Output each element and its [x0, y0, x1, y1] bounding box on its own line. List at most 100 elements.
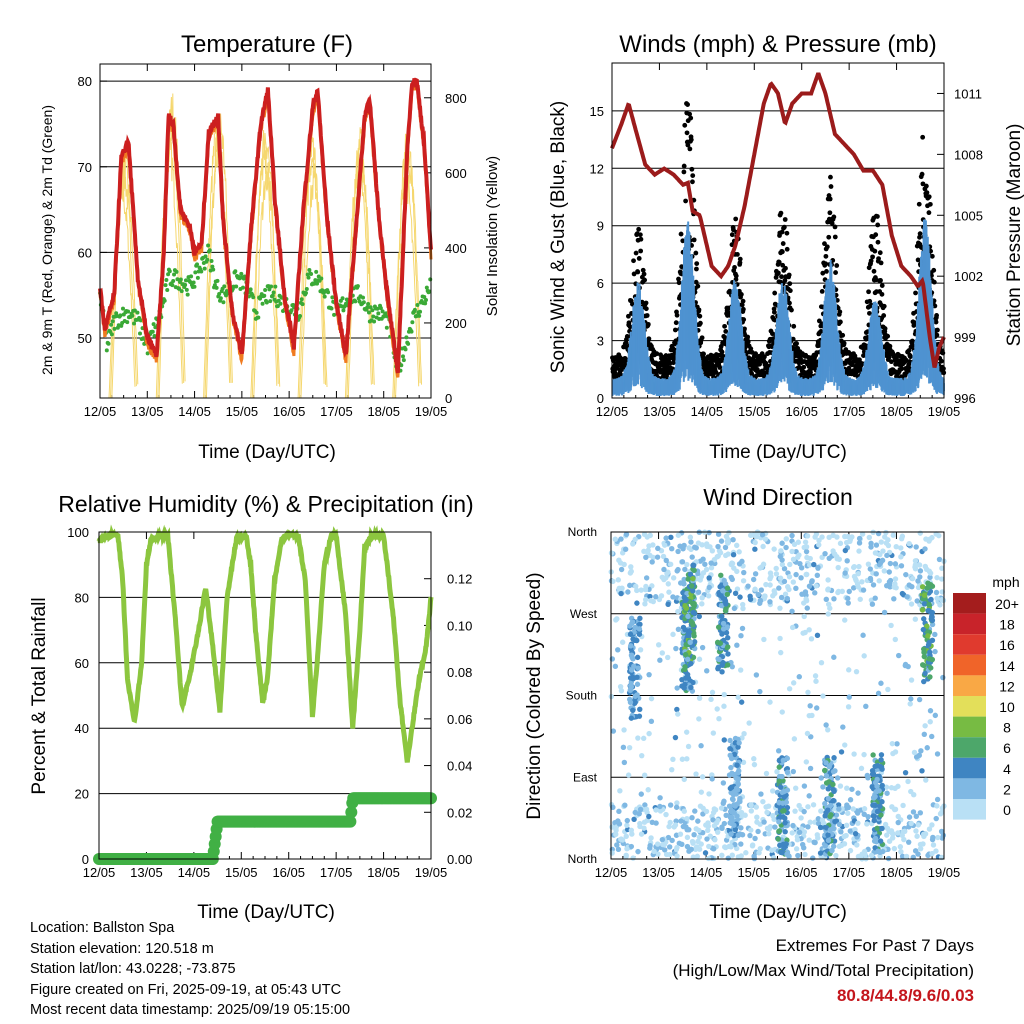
direction-point	[912, 848, 919, 854]
direction-point	[860, 632, 866, 638]
direction-point	[938, 809, 945, 816]
gust-point	[870, 254, 875, 260]
y-tick-label: 20	[75, 787, 89, 802]
dewpoint-point	[315, 281, 320, 286]
direction-point	[819, 554, 825, 560]
temperature-plot-area: 12/05 13/05 14/05 15/05 16/05 17/05 18/05 19/05…	[78, 63, 467, 419]
direction-point	[899, 533, 906, 539]
direction-point	[836, 843, 843, 850]
direction-point	[869, 601, 876, 607]
direction-point	[637, 823, 643, 830]
direction-point	[842, 617, 848, 623]
gust-point	[696, 307, 702, 313]
direction-point	[646, 543, 652, 549]
gust-point	[924, 190, 930, 196]
y2-tick-label: 999	[954, 330, 976, 345]
direction-point	[684, 815, 690, 822]
dewpoint-point	[179, 289, 184, 294]
direction-point	[653, 807, 659, 813]
direction-point	[615, 577, 621, 583]
gust-point	[672, 327, 678, 333]
gust-point	[906, 348, 912, 353]
gust-point	[879, 291, 885, 297]
dewpoint-point	[151, 322, 156, 327]
humidity-panel: Relative Humidity (%) & Precipitation (i…	[29, 491, 474, 923]
gust-point	[635, 269, 641, 275]
direction-point	[810, 802, 817, 808]
direction-point	[649, 559, 655, 565]
direction-point	[728, 574, 734, 581]
direction-point	[738, 841, 744, 847]
direction-point	[825, 577, 831, 583]
direction-point	[740, 605, 746, 612]
direction-point	[850, 564, 857, 571]
direction-point	[777, 635, 783, 642]
direction-point	[895, 819, 901, 826]
direction-point	[666, 589, 672, 595]
direction-point	[706, 575, 712, 581]
gust-point	[762, 354, 767, 360]
direction-point	[897, 844, 904, 850]
direction-point	[646, 671, 652, 678]
y-tick-label: 9	[597, 219, 604, 234]
dewpoint-point	[341, 308, 346, 313]
direction-point	[696, 656, 703, 662]
direction-point	[803, 596, 809, 602]
y-tick-label: 12	[590, 161, 604, 176]
gust-point	[626, 320, 632, 326]
direction-point	[850, 585, 857, 591]
direction-point	[837, 783, 844, 789]
direction-point	[646, 813, 652, 820]
direction-point	[675, 608, 681, 615]
direction-point	[929, 733, 935, 740]
direction-point	[659, 836, 666, 843]
direction-point	[917, 568, 924, 574]
direction-point	[879, 557, 886, 564]
gust-point	[694, 261, 700, 267]
direction-point	[916, 752, 923, 759]
dewpoint-point	[104, 348, 109, 353]
gust-point	[626, 313, 631, 319]
y-tick-label: West	[570, 607, 598, 621]
gust-point	[645, 321, 651, 327]
direction-point	[929, 850, 935, 857]
direction-point	[657, 657, 663, 663]
direction-point	[711, 806, 718, 812]
gust-point	[733, 273, 739, 279]
direction-point	[610, 578, 616, 585]
direction-point	[730, 551, 737, 558]
direction-point	[738, 699, 745, 705]
gust-point	[868, 258, 874, 264]
direction-point	[795, 852, 801, 859]
direction-point	[859, 579, 865, 585]
direction-point	[772, 824, 778, 830]
y2-tick-label: 0.06	[447, 712, 472, 727]
gust-point	[688, 115, 694, 121]
direction-point	[835, 802, 842, 808]
direction-point	[883, 784, 890, 790]
dewpoint-point	[203, 254, 208, 259]
gust-point	[866, 289, 871, 295]
gust-point	[670, 360, 676, 366]
direction-point	[718, 805, 725, 811]
direction-point	[767, 699, 773, 705]
gust-point	[932, 303, 938, 309]
gust-point	[624, 334, 630, 339]
direction-point	[915, 584, 922, 591]
direction-point	[906, 540, 912, 547]
direction-point	[699, 644, 706, 651]
direction-point	[677, 831, 684, 837]
gust-point	[931, 267, 937, 273]
direction-point	[801, 783, 808, 789]
dewpoint-point	[106, 341, 111, 346]
dewpoint-point	[330, 295, 335, 300]
y-tick-label: North	[568, 525, 597, 539]
gust-point	[789, 307, 794, 313]
direction-point	[624, 822, 630, 828]
x-tick-label: 19/05	[928, 865, 961, 880]
gust-point	[826, 234, 832, 240]
direction-point	[681, 542, 687, 549]
y2-tick-label: 200	[445, 316, 467, 331]
gust-point	[903, 357, 909, 363]
direction-point	[628, 568, 634, 575]
